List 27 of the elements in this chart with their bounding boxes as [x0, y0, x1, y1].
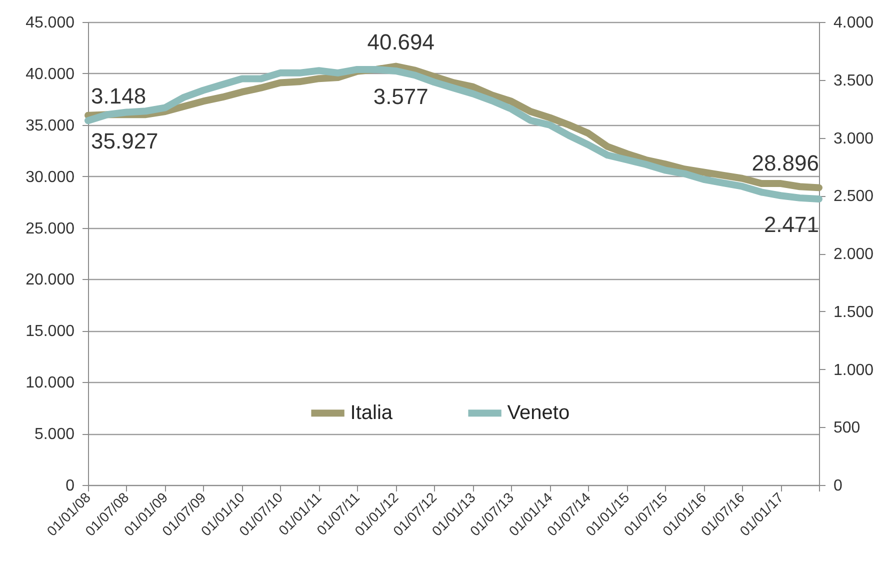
y-tick-label: 20.000 — [26, 272, 75, 289]
y2-tick-label: 3.000 — [834, 130, 874, 148]
y-tick-label: 45.000 — [26, 14, 75, 32]
data-label: 2.471 — [764, 212, 819, 237]
data-label: 3.577 — [373, 84, 428, 109]
y2-tick-label: 0 — [834, 478, 842, 494]
y-tick-label: 5.000 — [34, 426, 75, 444]
y-tick-label: 30.000 — [26, 168, 75, 186]
data-label: 3.148 — [91, 84, 146, 109]
legend-label: Italia — [350, 402, 394, 424]
y2-tick-label: 500 — [834, 420, 860, 437]
y-tick-label: 10.000 — [26, 374, 75, 392]
data-label: 35.927 — [91, 128, 158, 154]
legend-label: Veneto — [507, 402, 570, 424]
y2-tick-label: 2.000 — [834, 246, 874, 263]
y2-tick-label: 3.500 — [834, 72, 874, 90]
y-tick-label: 25.000 — [26, 220, 75, 238]
y-tick-label: 15.000 — [26, 323, 75, 340]
y-tick-label: 0 — [66, 478, 75, 494]
data-label: 40.694 — [367, 29, 435, 54]
y2-tick-label: 2.500 — [834, 188, 874, 206]
y2-tick-label: 1.000 — [834, 362, 874, 379]
y2-tick-label: 4.000 — [834, 14, 874, 32]
y-tick-label: 40.000 — [26, 66, 75, 83]
data-label: 28.896 — [752, 150, 819, 176]
y2-tick-label: 1.500 — [834, 304, 874, 321]
y-tick-label: 35.000 — [26, 117, 75, 134]
